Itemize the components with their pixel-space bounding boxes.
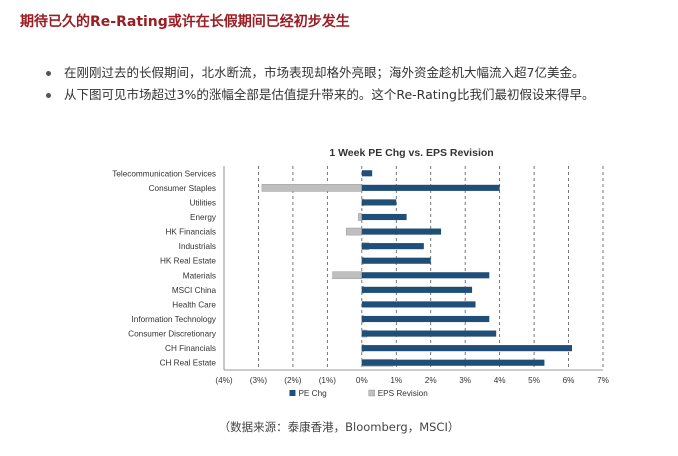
category-label: Consumer Discretionary bbox=[128, 330, 217, 339]
x-tick-label: 0% bbox=[356, 376, 368, 385]
eps-revision-bar bbox=[358, 213, 363, 221]
category-label: Consumer Staples bbox=[149, 184, 216, 193]
chart-title: 1 Week PE Chg vs. EPS Revision bbox=[329, 147, 493, 159]
pe-change-bar bbox=[361, 345, 572, 352]
category-label: CH Financials bbox=[165, 344, 216, 353]
category-label: HK Financials bbox=[165, 228, 216, 237]
pe-change-bar bbox=[361, 330, 497, 337]
x-tick-label: 2% bbox=[425, 376, 437, 385]
category-label: Materials bbox=[183, 271, 216, 280]
bullet-list: 在刚刚过去的长假期间，北水断流，市场表现却格外亮眼；海外资金趁机大幅流入超7亿美… bbox=[46, 62, 595, 106]
pe-change-bar bbox=[361, 170, 373, 177]
category-label: Information Technology bbox=[131, 315, 216, 324]
pe-change-bar bbox=[361, 257, 431, 264]
x-tick-label: (4%) bbox=[215, 376, 233, 385]
x-tick-label: (3%) bbox=[250, 376, 268, 385]
x-tick-label: 1% bbox=[390, 376, 402, 385]
pe-change-bar bbox=[361, 213, 407, 221]
pe-change-bar bbox=[361, 301, 476, 308]
pe-change-bar bbox=[361, 286, 473, 293]
legend-label-eps: EPS Revision bbox=[378, 389, 429, 398]
legend-label-pe: PE Chg bbox=[298, 389, 327, 398]
category-label: Telecommunication Services bbox=[112, 169, 216, 178]
bullet-text: 从下图可见市场超过3%的涨幅全部是估值提升带来的。这个Re-Rating比我们最… bbox=[64, 87, 595, 102]
category-label: Industrials bbox=[179, 242, 216, 251]
eps-revision-bar bbox=[332, 271, 363, 280]
source-note: （数据来源：泰康香港，Bloomberg，MSCI） bbox=[218, 420, 460, 434]
eps-revision-bar bbox=[346, 227, 363, 236]
category-label: HK Real Estate bbox=[160, 257, 216, 266]
bullet-dot-icon bbox=[46, 71, 51, 76]
legend-swatch-eps bbox=[368, 389, 375, 397]
category-label: CH Real Estate bbox=[160, 359, 217, 368]
category-label: Health Care bbox=[172, 300, 216, 309]
pe-change-bar bbox=[361, 199, 397, 206]
x-tick-label: (1%) bbox=[319, 376, 337, 385]
category-label: MSCI China bbox=[172, 286, 217, 295]
pe-change-bar bbox=[361, 243, 424, 250]
x-tick-label: 3% bbox=[459, 376, 471, 385]
eps-revision-bar bbox=[261, 184, 363, 192]
pe-change-bar bbox=[361, 315, 490, 323]
page-heading: 期待已久的Re-Rating或许在长假期间已经初步发生 bbox=[20, 14, 350, 30]
x-tick-label: 5% bbox=[528, 376, 540, 385]
bullet-dot-icon bbox=[46, 93, 51, 98]
bullet-item: 从下图可见市场超过3%的涨幅全部是估值提升带来的。这个Re-Rating比我们最… bbox=[46, 84, 595, 106]
category-label: Utilities bbox=[190, 198, 216, 207]
bullet-item: 在刚刚过去的长假期间，北水断流，市场表现却格外亮眼；海外资金趁机大幅流入超7亿美… bbox=[46, 62, 594, 84]
x-tick-label: 4% bbox=[494, 376, 506, 385]
x-tick-label: 7% bbox=[597, 376, 609, 385]
category-label: Energy bbox=[190, 213, 217, 222]
x-tick-label: (2%) bbox=[284, 376, 302, 385]
pe-change-bar bbox=[361, 359, 545, 366]
pe-change-bar bbox=[361, 184, 500, 191]
bullet-text: 在刚刚过去的长假期间，北水断流，市场表现却格外亮眼；海外资金趁机大幅流入超7亿美… bbox=[64, 65, 585, 80]
pe-change-bar bbox=[361, 228, 442, 235]
pe-change-bar bbox=[361, 272, 490, 279]
legend-swatch-pe bbox=[289, 390, 296, 396]
x-tick-label: 6% bbox=[563, 376, 575, 385]
